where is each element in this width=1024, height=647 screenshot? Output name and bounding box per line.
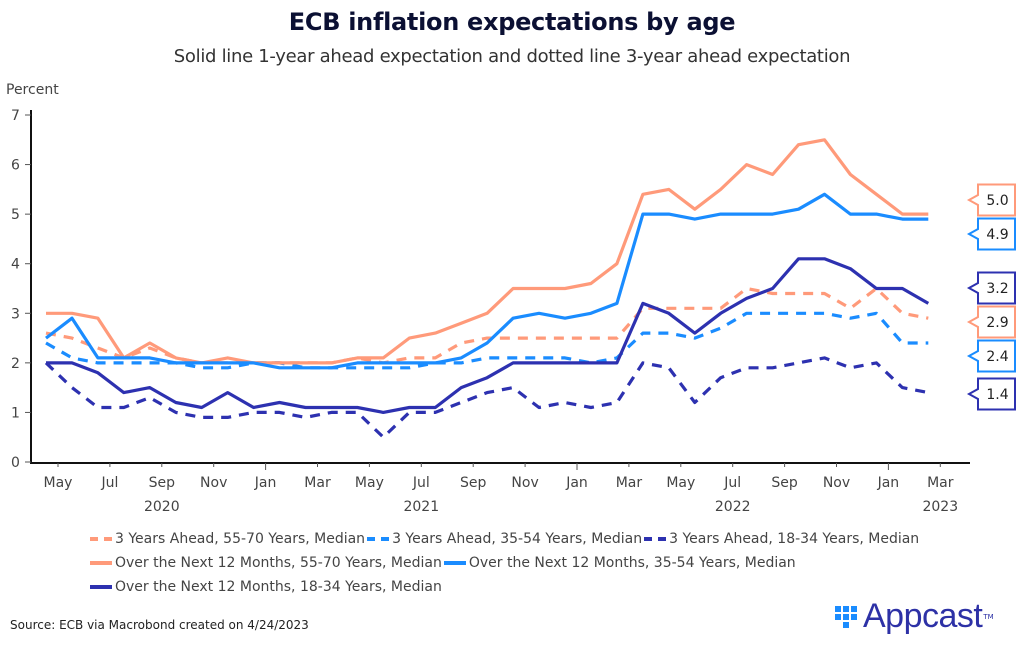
series-line-2: [45, 311, 929, 370]
logo-mark-icon: [835, 605, 857, 628]
end-label-box: [966, 377, 1016, 411]
x-tick-label: Jan: [565, 475, 588, 491]
end-label-callout: 4.9: [966, 217, 1016, 251]
x-tick-label: Sep: [771, 475, 798, 491]
legend-label: Over the Next 12 Months, 18-34 Years, Me…: [115, 579, 442, 595]
end-label-value: 2.4: [986, 349, 1008, 365]
legend-item: Over the Next 12 Months, 18-34 Years, Me…: [90, 579, 442, 595]
y-tick-label: 1: [11, 405, 20, 421]
x-tick-label: Jan: [254, 475, 277, 491]
x-tick-label: Mar: [616, 475, 643, 491]
y-tick-label: 0: [11, 455, 20, 471]
end-label-callout: 2.4: [966, 339, 1016, 373]
y-tick-label: 5: [11, 207, 20, 223]
y-tick-label: 4: [11, 257, 20, 273]
y-axis-label: Percent: [6, 82, 59, 98]
end-label-value: 5.0: [986, 193, 1008, 209]
chart-subtitle: Solid line 1-year ahead expectation and …: [173, 46, 851, 67]
legend-item: 3 Years Ahead, 35-54 Years, Median: [367, 531, 642, 547]
legend-row: Over the Next 12 Months, 55-70 Years, Me…: [90, 551, 990, 575]
series-line-6: [46, 257, 930, 414]
y-tick-label: 6: [11, 158, 20, 174]
series-line-5: [45, 192, 929, 370]
x-tick-label: Jul: [723, 475, 741, 491]
legend-item: 3 Years Ahead, 18-34 Years, Median: [644, 531, 919, 547]
end-label-callout: 5.0: [966, 183, 1016, 217]
x-tick-label: Jul: [100, 475, 118, 491]
x-tick-label: Nov: [511, 475, 538, 491]
end-label-value: 3.2: [986, 281, 1008, 297]
x-tick-label: Nov: [200, 475, 227, 491]
solid-line-swatch-icon: [90, 561, 112, 565]
end-label-box: [966, 183, 1016, 217]
end-label-box: [966, 305, 1016, 339]
legend-item: Over the Next 12 Months, 35-54 Years, Me…: [443, 555, 796, 571]
dashed-line-swatch-icon: [367, 537, 390, 541]
legend-label: 3 Years Ahead, 18-34 Years, Median: [669, 531, 920, 547]
series-line-3: [44, 356, 929, 439]
x-tick-label: Mar: [927, 475, 954, 491]
solid-line-swatch-icon: [443, 561, 466, 565]
solid-line-swatch-icon: [90, 585, 112, 589]
legend-item: Over the Next 12 Months, 55-70 Years, Me…: [90, 555, 442, 571]
logo-trademark: TM: [983, 612, 994, 621]
source-note: Source: ECB via Macrobond created on 4/2…: [10, 618, 309, 632]
end-label-box: [966, 339, 1016, 373]
legend-label: Over the Next 12 Months, 55-70 Years, Me…: [115, 555, 442, 571]
end-label-callout: 1.4: [966, 377, 1016, 411]
y-tick-label: 2: [11, 356, 20, 372]
x-tick-label: Sep: [460, 475, 487, 491]
x-tick-label: Jul: [412, 475, 430, 491]
end-label-box: [966, 217, 1016, 251]
axes: 0 1 2 3 4 5 6 7 May Jul Sep Nov Jan Mar May Jul Sep Nov Ja…: [11, 108, 970, 515]
end-label-box: [966, 271, 1016, 305]
dashed-line-swatch-icon: [90, 537, 112, 541]
end-label-value: 1.4: [986, 387, 1008, 403]
x-year-label: 2022: [715, 499, 751, 515]
series-line-1: [45, 286, 929, 365]
logo-text: Appcast: [863, 597, 983, 635]
end-label-callout: 2.9: [966, 305, 1016, 339]
y-tick-label: 3: [11, 306, 20, 322]
legend-row: 3 Years Ahead, 55-70 Years, Median 3 Year…: [90, 527, 990, 551]
series-line-4: [46, 138, 929, 365]
x-tick-label: May: [355, 475, 384, 491]
x-year-label: 2020: [144, 499, 180, 515]
chart-title: ECB inflation expectations by age: [288, 8, 736, 36]
x-tick-label: Mar: [304, 475, 331, 491]
x-tick-label: Jan: [877, 475, 900, 491]
appcast-logo: Appcast TM: [835, 597, 994, 636]
x-tick-label: May: [666, 475, 695, 491]
x-year-label: 2021: [403, 499, 439, 515]
legend: 3 Years Ahead, 55-70 Years, Median 3 Year…: [90, 527, 990, 599]
legend-item: 3 Years Ahead, 55-70 Years, Median: [90, 531, 365, 547]
x-year-label: 2023: [922, 499, 958, 515]
end-label-callout: 3.2: [966, 271, 1016, 305]
series-lines: [44, 138, 930, 439]
y-tick-label: 7: [11, 108, 20, 124]
legend-row: Over the Next 12 Months, 18-34 Years, Me…: [90, 575, 990, 599]
end-label-value: 2.9: [986, 315, 1008, 331]
dashed-line-swatch-icon: [644, 537, 667, 541]
legend-label: Over the Next 12 Months, 35-54 Years, Me…: [468, 555, 796, 571]
legend-label: 3 Years Ahead, 35-54 Years, Median: [392, 531, 643, 547]
x-tick-label: Sep: [149, 475, 176, 491]
end-value-labels: 5.0 4.9 3.2 2.9 2.4 1.4: [966, 183, 1016, 411]
legend-label: 3 Years Ahead, 55-70 Years, Median: [115, 531, 366, 547]
x-tick-label: May: [44, 475, 73, 491]
x-tick-label: Nov: [823, 475, 850, 491]
end-label-value: 4.9: [986, 227, 1008, 243]
